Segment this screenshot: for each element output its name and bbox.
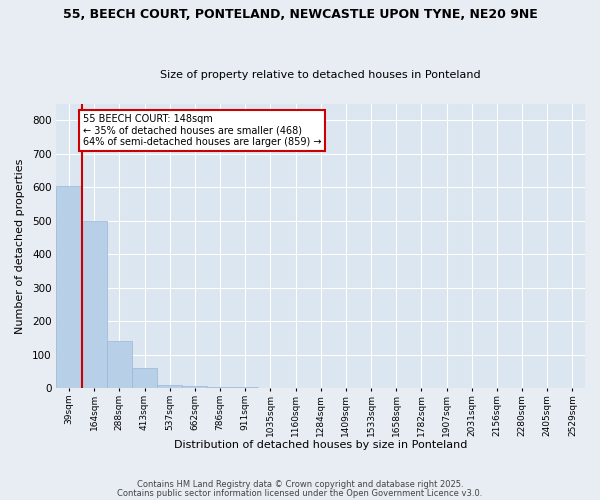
Text: Contains HM Land Registry data © Crown copyright and database right 2025.: Contains HM Land Registry data © Crown c… bbox=[137, 480, 463, 489]
Y-axis label: Number of detached properties: Number of detached properties bbox=[15, 158, 25, 334]
Bar bbox=[182, 386, 208, 388]
Bar bbox=[208, 387, 233, 388]
X-axis label: Distribution of detached houses by size in Ponteland: Distribution of detached houses by size … bbox=[174, 440, 467, 450]
Title: Size of property relative to detached houses in Ponteland: Size of property relative to detached ho… bbox=[160, 70, 481, 81]
Text: Contains public sector information licensed under the Open Government Licence v3: Contains public sector information licen… bbox=[118, 488, 482, 498]
Bar bbox=[157, 385, 182, 388]
Bar bbox=[107, 342, 132, 388]
Text: 55, BEECH COURT, PONTELAND, NEWCASTLE UPON TYNE, NE20 9NE: 55, BEECH COURT, PONTELAND, NEWCASTLE UP… bbox=[62, 8, 538, 20]
Bar bbox=[82, 220, 107, 388]
Text: 55 BEECH COURT: 148sqm
← 35% of detached houses are smaller (468)
64% of semi-de: 55 BEECH COURT: 148sqm ← 35% of detached… bbox=[83, 114, 322, 146]
Bar bbox=[56, 186, 82, 388]
Bar bbox=[132, 368, 157, 388]
